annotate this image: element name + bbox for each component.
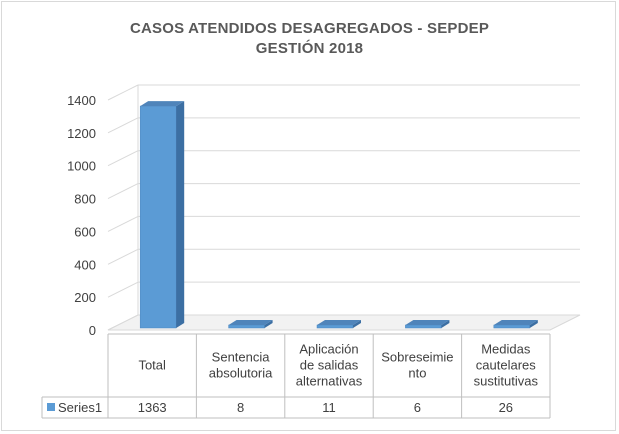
y-tick-label: 1200 [67, 126, 96, 141]
bar [316, 324, 354, 329]
chart-subtitle: GESTIÓN 2018 [255, 40, 364, 57]
gridline-side [107, 281, 139, 298]
x-category-label: cautelares [476, 358, 536, 373]
bar [139, 105, 177, 329]
x-category-label: de salidas [300, 358, 359, 373]
bar-top [405, 320, 450, 325]
gridline-side [107, 117, 139, 134]
gridline-side [107, 248, 139, 265]
data-table-value: 26 [499, 400, 513, 415]
data-table-value: 11 [322, 400, 336, 415]
y-tick-label: 0 [89, 323, 96, 338]
data-table-value: 6 [414, 400, 421, 415]
y-tick-label: 1400 [67, 93, 96, 108]
bar-side [529, 320, 538, 328]
gridline-side [107, 84, 139, 101]
bar-top [140, 101, 185, 107]
y-tick-label: 1000 [67, 159, 96, 174]
x-category-label: Medidas [481, 342, 531, 357]
x-category-label: nto [408, 366, 426, 381]
x-category-label: Sentencia [212, 350, 271, 365]
gridline-side [107, 215, 139, 232]
x-category-label: Sobreseimie [381, 350, 453, 365]
legend-swatch [47, 403, 55, 411]
bar-top [493, 320, 538, 325]
x-category-label: Aplicación [299, 342, 358, 357]
x-category-label: sustitutivas [474, 374, 539, 389]
y-tick-label: 400 [74, 257, 96, 272]
x-category-label: alternativas [296, 374, 363, 389]
bar [493, 324, 531, 329]
legend-series-name: Series1 [58, 400, 102, 415]
bar-top [317, 320, 361, 325]
chart-title: CASOS ATENDIDOS DESAGREGADOS - SEPDEP [129, 20, 490, 37]
bar [228, 324, 265, 329]
x-category-label: Total [138, 358, 166, 373]
y-tick-label: 800 [74, 192, 96, 207]
bar-side [353, 320, 361, 328]
y-tick-label: 600 [74, 224, 96, 239]
gridline-side [107, 314, 139, 331]
y-tick-label: 200 [74, 290, 96, 305]
bar-top [228, 320, 273, 325]
bar-side [264, 320, 273, 328]
bar-side [176, 101, 185, 328]
x-category-label: absolutoria [209, 366, 273, 381]
data-table-value: 1363 [138, 400, 167, 415]
data-table-value: 8 [237, 400, 244, 415]
gridline-side [107, 150, 139, 167]
gridline-side [107, 183, 139, 200]
bar [405, 324, 442, 329]
bar-side [441, 320, 450, 328]
